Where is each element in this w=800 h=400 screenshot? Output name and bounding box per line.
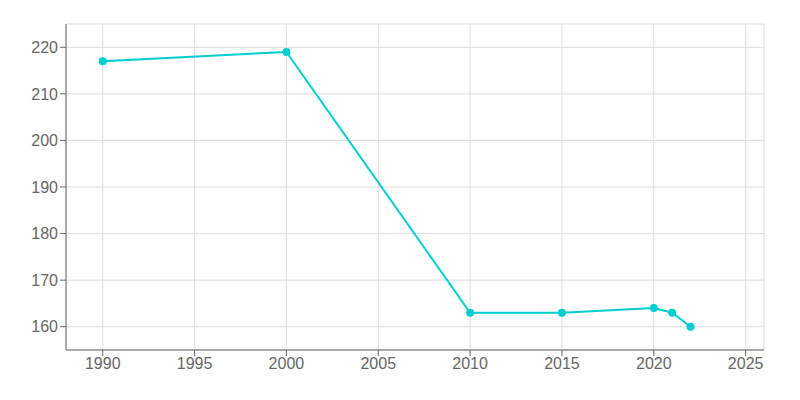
svg-text:220: 220 bbox=[31, 39, 58, 56]
svg-text:1995: 1995 bbox=[177, 355, 213, 372]
svg-text:2020: 2020 bbox=[636, 355, 672, 372]
svg-text:2015: 2015 bbox=[544, 355, 580, 372]
svg-text:180: 180 bbox=[31, 225, 58, 242]
svg-text:2000: 2000 bbox=[269, 355, 305, 372]
svg-text:2025: 2025 bbox=[728, 355, 764, 372]
svg-text:170: 170 bbox=[31, 272, 58, 289]
svg-text:200: 200 bbox=[31, 132, 58, 149]
svg-text:2010: 2010 bbox=[452, 355, 488, 372]
svg-text:1990: 1990 bbox=[85, 355, 121, 372]
svg-text:2005: 2005 bbox=[360, 355, 396, 372]
svg-text:190: 190 bbox=[31, 179, 58, 196]
svg-text:210: 210 bbox=[31, 86, 58, 103]
svg-text:160: 160 bbox=[31, 318, 58, 335]
